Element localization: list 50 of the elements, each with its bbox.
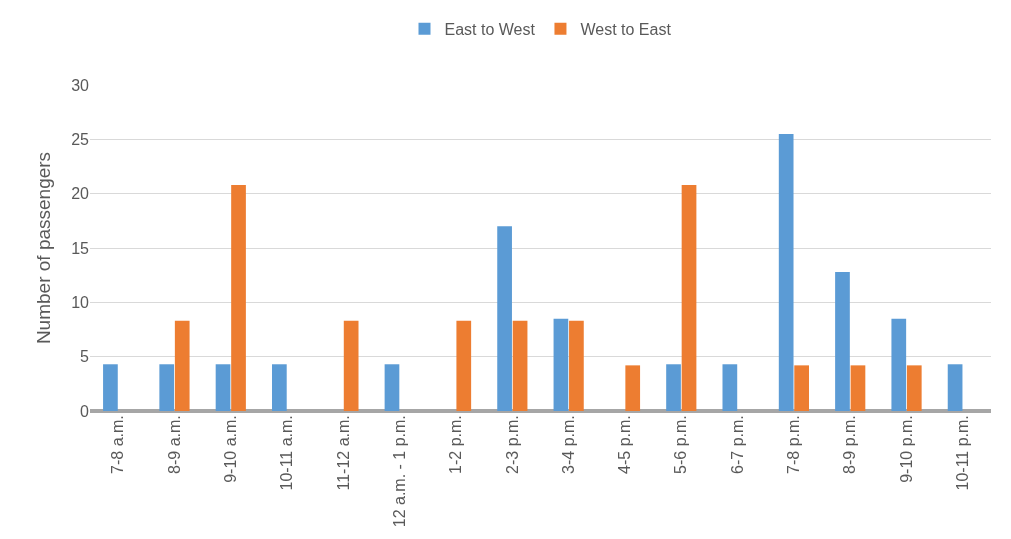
x-tick-label: 8-9 p.m.	[841, 415, 859, 474]
bar	[384, 364, 400, 411]
x-tick-label: 9-10 a.m.	[221, 415, 239, 483]
y-tick-label: 5	[80, 348, 90, 366]
x-tick-label: 7-8 a.m.	[109, 415, 127, 474]
y-tick-label: 25	[71, 130, 90, 148]
y-tick-label: 0	[80, 402, 90, 420]
bar	[947, 364, 963, 411]
bar	[778, 133, 794, 411]
bar	[497, 226, 512, 411]
y-tick-label: 20	[71, 185, 90, 203]
bar	[343, 320, 359, 411]
bar	[215, 364, 231, 411]
bar	[103, 364, 118, 411]
bar	[569, 320, 584, 411]
legend-label: East to West	[444, 21, 536, 39]
x-tick-label: 10-11 a.m.	[278, 415, 296, 491]
y-axis-title: Number of passengers	[33, 151, 55, 345]
bar	[512, 320, 528, 411]
bar	[174, 320, 190, 411]
bar	[625, 365, 641, 411]
y-tick-label: 30	[71, 76, 90, 94]
bar	[456, 320, 472, 411]
bar	[906, 365, 922, 411]
x-tick-label: 8-9 a.m.	[165, 415, 183, 474]
bar	[794, 365, 810, 411]
x-tick-label: 3-4 p.m.	[559, 415, 577, 474]
bar	[722, 364, 738, 411]
bar	[835, 271, 850, 411]
bar	[231, 184, 246, 411]
x-tick-label: 12 a.m. - 1 p.m.	[390, 415, 408, 528]
x-tick-label: 4-5 p.m.	[616, 415, 634, 474]
bar	[553, 318, 569, 411]
bar	[681, 184, 697, 411]
x-tick-label: 10-11 p.m.	[954, 415, 972, 491]
x-tick-label: 9-10 p.m.	[897, 415, 915, 483]
x-tick-label: 1-2 p.m.	[447, 415, 465, 474]
bar	[891, 318, 907, 411]
bar	[666, 364, 681, 411]
x-tick-label: 5-6 p.m.	[672, 415, 690, 474]
legend-label: West to East	[580, 21, 672, 39]
bar	[159, 364, 175, 411]
y-tick-label: 15	[71, 239, 90, 257]
bar	[271, 364, 287, 411]
x-tick-label: 7-8 p.m.	[785, 415, 803, 474]
y-tick-label: 10	[71, 293, 90, 311]
x-tick-label: 6-7 p.m.	[728, 415, 746, 474]
x-tick-label: 11-12 a.m.	[334, 415, 352, 491]
bar	[850, 365, 866, 411]
x-tick-label: 2-3 p.m.	[503, 415, 521, 474]
